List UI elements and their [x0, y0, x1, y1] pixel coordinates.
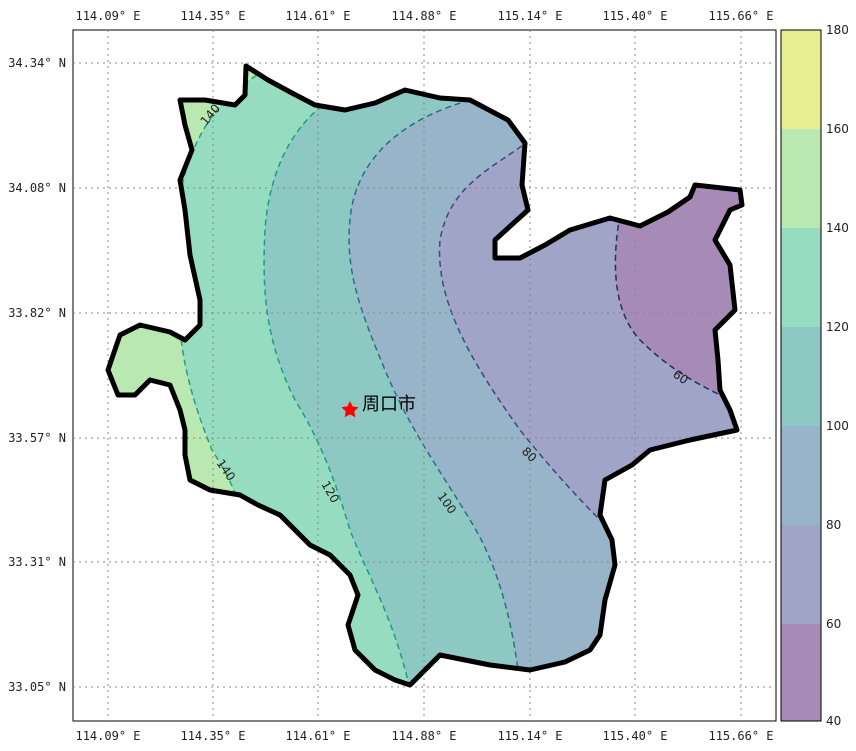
- colorbar-tick-160: 160: [826, 122, 849, 136]
- colorbar-segment-60-80: [781, 525, 821, 624]
- lon-tick-top-7: 115.66° E: [708, 9, 773, 23]
- contour-line-100: [348, 99, 519, 671]
- lat-tick-5: 33.31° N: [8, 555, 66, 569]
- colorbar-tick-60: 60: [826, 617, 841, 631]
- contour-line-120: [263, 99, 411, 685]
- lat-tick-4: 33.57° N: [8, 431, 66, 445]
- lon-tick-top-3: 114.61° E: [285, 9, 350, 23]
- lon-tick-bottom-6: 115.40° E: [602, 729, 667, 743]
- lat-tick-6: 33.05° N: [8, 680, 66, 694]
- lon-tick-bottom-7: 115.66° E: [708, 729, 773, 743]
- city-star-marker: [341, 401, 359, 418]
- region-boundary: [105, 63, 745, 688]
- colorbar-segment-40-60: [781, 624, 821, 721]
- lon-tick-bottom-4: 114.88° E: [391, 729, 456, 743]
- colorbar-segment-120-140: [781, 228, 821, 327]
- colorbar-segment-140-160: [781, 129, 821, 228]
- colorbar-tick-40: 40: [826, 714, 841, 728]
- city-label: 周口市: [362, 394, 416, 415]
- lon-tick-top-1: 114.09° E: [75, 9, 140, 23]
- contour-line-60: [614, 214, 721, 396]
- contour-line-80: [438, 139, 606, 526]
- colorbar-tick-180: 180: [826, 23, 849, 37]
- colorbar-tick-120: 120: [826, 320, 849, 334]
- lon-tick-bottom-2: 114.35° E: [180, 729, 245, 743]
- colorbar-frame: [780, 29, 822, 722]
- colorbar-tick-140: 140: [826, 221, 849, 235]
- colorbar-tick-100: 100: [826, 419, 849, 433]
- lat-tick-2: 34.08° N: [8, 181, 66, 195]
- colorbar-segment-80-100: [781, 426, 821, 525]
- lon-tick-top-6: 115.40° E: [602, 9, 667, 23]
- lon-tick-bottom-5: 115.14° E: [497, 729, 562, 743]
- colorbar: 180 160 140 120 100 80 60 40: [780, 23, 849, 728]
- gridlines: [73, 30, 776, 721]
- colorbar-segment-100-120: [781, 327, 821, 426]
- lon-tick-bottom-3: 114.61° E: [285, 729, 350, 743]
- colorbar-segment-160-180: [781, 30, 821, 129]
- lat-tick-1: 34.34° N: [8, 56, 66, 70]
- lon-tick-top-2: 114.35° E: [180, 9, 245, 23]
- lat-tick-3: 33.82° N: [8, 306, 66, 320]
- colorbar-tick-80: 80: [826, 518, 841, 532]
- contour-line-140-south: [179, 329, 239, 501]
- lon-tick-top-5: 115.14° E: [497, 9, 562, 23]
- lon-tick-bottom-1: 114.09° E: [75, 729, 140, 743]
- lon-tick-top-4: 114.88° E: [391, 9, 456, 23]
